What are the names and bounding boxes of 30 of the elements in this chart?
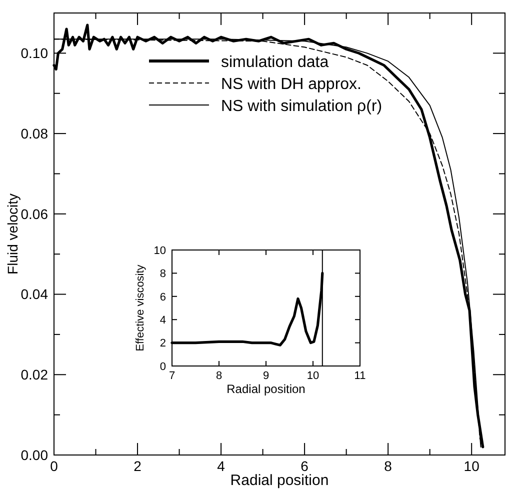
x-tick-label: 2 [134,458,142,474]
x-tick-label: 6 [300,458,309,474]
x-tick-label: 10 [306,370,320,382]
x-tick-label: 10 [464,458,480,474]
y-tick-label: 8 [160,268,166,280]
x-tick-label: 9 [262,370,270,382]
y-tick-label: 0 [160,360,166,373]
y-tick-label: 6 [160,291,166,304]
y-axis-title: Fluid velocity [4,194,21,274]
x-axis-title: Radial position [226,382,306,396]
x-tick-label: 8 [216,370,222,382]
legend-label: simulation data [221,54,329,71]
y-tick-label: 10 [154,244,166,257]
y-tick-label: 0.08 [20,125,48,142]
x-tick-label: 4 [217,458,226,474]
y-tick-label: 0.06 [20,206,48,222]
y-axis-title: Effective viscosity [134,264,146,352]
legend-label: NS with simulation ρ(r) [221,98,382,115]
x-tick-label: 11 [354,370,366,382]
legend-label: NS with DH approx. [221,76,362,93]
y-tick-label: 0.02 [20,366,48,383]
y-tick-label: 0.10 [20,45,48,62]
x-tick-label: 0 [50,458,58,474]
y-tick-label: 4 [160,314,166,326]
x-tick-label: 7 [168,370,176,382]
y-tick-label: 0.00 [20,446,48,463]
y-tick-label: 2 [160,338,166,350]
x-tick-label: 8 [384,458,392,474]
x-axis-title: Radial position [230,472,329,489]
y-tick-label: 0.04 [20,286,48,302]
